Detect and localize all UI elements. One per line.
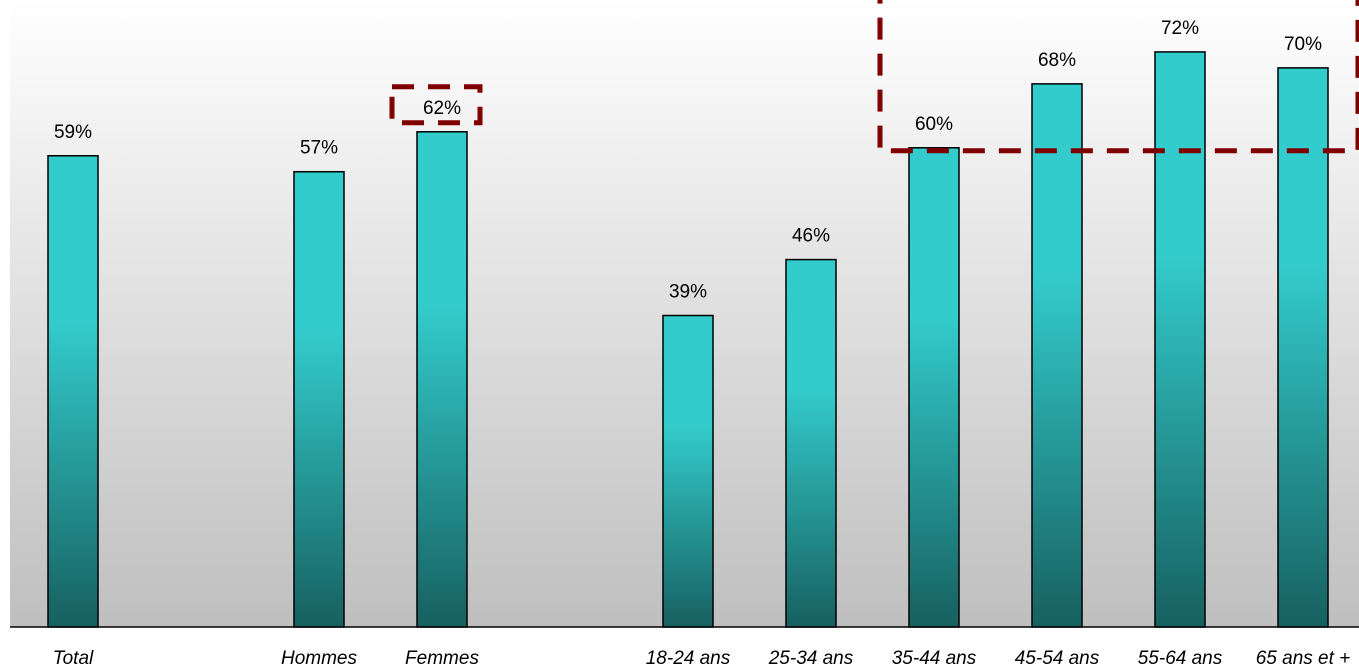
value-label-hommes: 57% bbox=[300, 138, 338, 159]
category-label-65-ans-et: 65 ans et + bbox=[1256, 648, 1351, 668]
category-label-25-34-ans: 25-34 ans bbox=[768, 648, 854, 668]
highlight-box-femmes bbox=[389, 84, 483, 126]
value-labels-group: 59% 57% 62% 39% 46% 60% 68% 72% 70% bbox=[54, 18, 1322, 303]
value-label-35-44-ans: 60% bbox=[915, 114, 953, 135]
value-label-total: 59% bbox=[54, 122, 92, 143]
bar-25-34-ans bbox=[785, 258, 837, 628]
value-label-18-24-ans: 39% bbox=[669, 281, 707, 302]
category-label-hommes: Hommes bbox=[281, 648, 358, 668]
bar-hommes bbox=[293, 170, 345, 628]
category-label-total: Total bbox=[53, 648, 94, 668]
bar-55-64-ans bbox=[1154, 51, 1206, 628]
value-label-25-34-ans: 46% bbox=[792, 226, 830, 247]
category-label-35-44-ans: 35-44 ans bbox=[892, 648, 977, 668]
highlight-box-age-45-plus bbox=[877, 0, 1359, 154]
bar-45-54-ans bbox=[1031, 83, 1083, 628]
highlight-boxes-group bbox=[389, 0, 1359, 154]
category-label-femmes: Femmes bbox=[405, 648, 479, 668]
category-label-55-64-ans: 55-64 ans bbox=[1138, 648, 1223, 668]
value-label-65-ans-et: 70% bbox=[1284, 34, 1322, 55]
bar-total bbox=[47, 155, 99, 628]
bar-femmes bbox=[416, 131, 468, 628]
category-label-18-24-ans: 18-24 ans bbox=[646, 648, 731, 668]
bar-65-ans-et bbox=[1277, 67, 1329, 628]
bar-35-44-ans bbox=[908, 147, 960, 628]
category-label-45-54-ans: 45-54 ans bbox=[1015, 648, 1100, 668]
bar-18-24-ans bbox=[662, 314, 714, 628]
value-label-femmes: 62% bbox=[423, 98, 461, 119]
value-label-45-54-ans: 68% bbox=[1038, 50, 1076, 71]
category-labels-group: Total Hommes Femmes 18-24 ans 25-34 ans 35-44… bbox=[53, 648, 1351, 668]
bars-group bbox=[47, 51, 1329, 628]
value-label-55-64-ans: 72% bbox=[1161, 18, 1199, 39]
